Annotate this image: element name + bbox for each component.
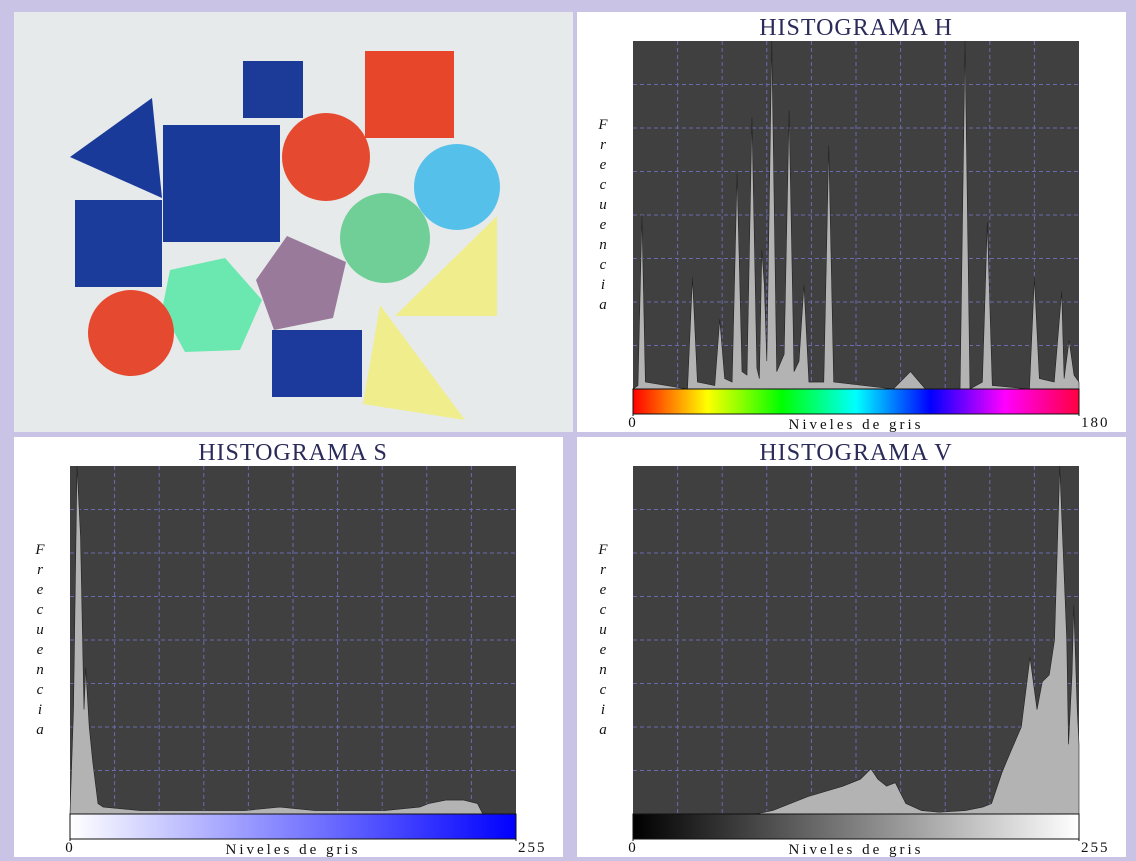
- page: {"chart_data": [ {"type": "area", "title…: [0, 0, 1136, 861]
- x-axis-label: Niveles de gris: [226, 842, 361, 858]
- shape: [88, 290, 174, 376]
- colorbar: [633, 814, 1079, 839]
- shape: [272, 330, 362, 397]
- shape: [163, 125, 280, 242]
- histogram-panel: HISTOGRAMA H Niveles de gris Frecuencia 0 18…: [577, 12, 1126, 433]
- screen: HISTOGRAMA H Niveles de gris Frecuencia 0 18…: [0, 0, 1136, 861]
- shape: [243, 61, 303, 118]
- chart-title: HISTOGRAMA S: [198, 440, 388, 466]
- y-axis-label: Frecuencia: [32, 542, 48, 742]
- colorbar: [70, 814, 516, 839]
- chart-title: HISTOGRAMA H: [759, 15, 953, 41]
- x-tick-label: 0: [628, 840, 638, 856]
- chart-title: HISTOGRAMA V: [759, 440, 952, 466]
- histogram-panel: HISTOGRAMA V Niveles de gris Frecuencia 0 25…: [577, 437, 1126, 858]
- y-axis-label: Frecuencia: [595, 117, 611, 317]
- shape: [365, 51, 454, 138]
- colorbar: [633, 389, 1079, 414]
- shape: [282, 113, 370, 201]
- shape: [75, 200, 162, 287]
- histogram-panel: HISTOGRAMA S Niveles de gris Frecuencia 0 25…: [14, 437, 563, 858]
- x-tick-label: 255: [518, 840, 547, 856]
- shape: [414, 144, 500, 230]
- x-axis-label: Niveles de gris: [789, 842, 924, 858]
- x-tick-label: 180: [1081, 415, 1110, 431]
- x-tick-label: 0: [628, 415, 638, 431]
- photo: [14, 12, 573, 432]
- x-axis-label: Niveles de gris: [789, 417, 924, 433]
- y-axis-label: Frecuencia: [595, 542, 611, 742]
- x-tick-label: 0: [65, 840, 75, 856]
- x-tick-label: 255: [1081, 840, 1110, 856]
- shape: [340, 193, 430, 283]
